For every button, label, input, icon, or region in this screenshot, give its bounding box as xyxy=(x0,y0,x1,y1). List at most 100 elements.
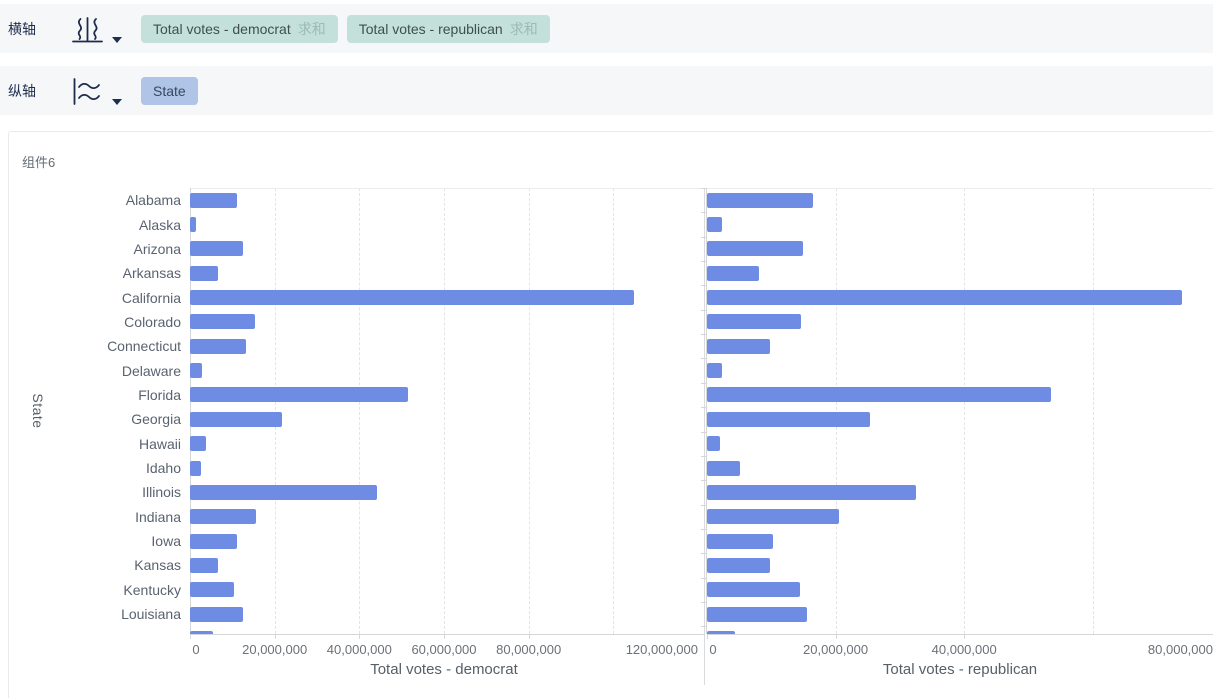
bar[interactable] xyxy=(707,290,1183,306)
bar[interactable] xyxy=(707,265,760,281)
bar[interactable] xyxy=(190,338,246,354)
gridline xyxy=(443,188,445,634)
pill-aggregation-label: 求和 xyxy=(509,20,538,37)
bar[interactable] xyxy=(190,533,238,549)
bar[interactable] xyxy=(190,509,257,525)
y-axis-pill-list: State xyxy=(141,66,198,115)
bar[interactable] xyxy=(190,241,244,257)
bar[interactable] xyxy=(707,411,870,427)
right-chart-y-axis-line xyxy=(706,188,707,634)
bar[interactable] xyxy=(707,387,1051,403)
bar[interactable] xyxy=(190,436,206,452)
y-axis-label: Alabama xyxy=(125,192,181,209)
x-axis-tick-label: 60,000,000 xyxy=(411,642,477,657)
bar[interactable] xyxy=(190,265,219,281)
y-axis-tick xyxy=(701,455,706,457)
x-axis-tick-label: 20,000,000 xyxy=(803,642,869,657)
x-axis-tick-label: 0 xyxy=(709,642,717,657)
x-axis-tick xyxy=(528,634,530,639)
y-axis-tick xyxy=(701,601,706,603)
y-axis-tick xyxy=(701,188,706,189)
x-axis-type-dropdown[interactable] xyxy=(68,13,126,51)
vertical-axis-icon xyxy=(73,78,100,105)
bar[interactable] xyxy=(707,217,722,233)
y-axis-label: Florida xyxy=(138,386,181,403)
bar[interactable] xyxy=(707,484,916,500)
bar[interactable] xyxy=(707,533,773,549)
y-axis-label: Kentucky xyxy=(123,581,181,598)
y-axis-label: Georgia xyxy=(131,411,181,428)
x-axis-tick-label: 120,000,000 xyxy=(625,642,698,657)
bar[interactable] xyxy=(707,338,770,354)
right-chart-x-axis-line xyxy=(707,634,1213,635)
bar[interactable] xyxy=(707,509,839,525)
gridline xyxy=(613,188,615,634)
bar[interactable] xyxy=(707,557,770,573)
y-axis-tick xyxy=(701,528,706,530)
bar[interactable] xyxy=(707,606,807,622)
bar[interactable] xyxy=(707,460,741,476)
left-chart-x-axis-line xyxy=(190,634,705,635)
y-axis-tick xyxy=(701,626,706,628)
y-axis-tick xyxy=(701,382,706,384)
bar[interactable] xyxy=(190,582,235,598)
y-axis-label: Connecticut xyxy=(107,338,181,355)
bar[interactable] xyxy=(190,460,201,476)
bar[interactable] xyxy=(190,630,214,634)
bar[interactable] xyxy=(707,314,801,330)
y-axis-label: Kansas xyxy=(134,557,181,574)
y-axis-tick xyxy=(701,407,706,409)
left-chart-y-axis-line xyxy=(190,188,191,634)
y-axis-label: California xyxy=(121,289,181,306)
y-axis-label: Idaho xyxy=(145,460,181,477)
bar[interactable] xyxy=(190,387,408,403)
pill-aggregation-label: 求和 xyxy=(297,20,326,37)
bar[interactable] xyxy=(190,606,244,622)
bar[interactable] xyxy=(707,436,720,452)
y-axis-tick xyxy=(701,553,706,555)
y-axis-label: Arizona xyxy=(133,240,181,257)
pill-field-name: Total votes - republican xyxy=(358,20,503,37)
gridline xyxy=(1092,188,1094,634)
y-axis-label: Arkansas xyxy=(122,265,181,282)
measure-pill-1[interactable]: Total votes - republican 求和 xyxy=(346,14,550,43)
bar[interactable] xyxy=(190,290,635,306)
democrat-x-axis-title: Total votes - democrat xyxy=(370,661,518,678)
x-axis-tick xyxy=(835,634,837,639)
bar[interactable] xyxy=(190,217,196,233)
bar[interactable] xyxy=(707,582,801,598)
bar[interactable] xyxy=(190,314,255,330)
y-axis-tick xyxy=(701,212,706,214)
bar[interactable] xyxy=(190,557,219,573)
bar[interactable] xyxy=(190,363,203,379)
gridline xyxy=(274,188,276,634)
bar[interactable] xyxy=(707,241,803,257)
democrat-bar-plot xyxy=(190,188,698,634)
y-axis-tick xyxy=(701,504,706,506)
y-axis-type-dropdown[interactable] xyxy=(68,75,126,113)
bar[interactable] xyxy=(190,192,238,208)
x-axis-tick-label: 40,000,000 xyxy=(931,642,997,657)
bar[interactable] xyxy=(707,363,722,379)
y-axis-label: Colorado xyxy=(124,313,181,330)
bar[interactable] xyxy=(190,411,282,427)
bar[interactable] xyxy=(190,484,377,500)
dimension-pill-0[interactable]: State xyxy=(141,76,198,105)
horizontal-axis-icon xyxy=(72,17,103,43)
y-axis-tick xyxy=(701,577,706,579)
gridline xyxy=(528,188,530,634)
x-axis-tick xyxy=(359,634,361,639)
y-axis-label: Delaware xyxy=(121,362,181,379)
x-axis-tick xyxy=(707,634,708,639)
y-axis-tick xyxy=(701,261,706,263)
x-axis-tick xyxy=(274,634,276,639)
widget-title: 组件6 xyxy=(22,155,56,170)
y-axis-shelf-label: 纵轴 xyxy=(8,82,36,99)
y-axis-tick xyxy=(701,334,706,336)
bar[interactable] xyxy=(707,192,814,208)
chart-divider-line xyxy=(704,188,705,685)
x-axis-tick xyxy=(190,634,191,639)
x-axis-tick-label: 20,000,000 xyxy=(242,642,308,657)
measure-pill-0[interactable]: Total votes - democrat 求和 xyxy=(141,14,338,43)
bar[interactable] xyxy=(707,630,736,634)
